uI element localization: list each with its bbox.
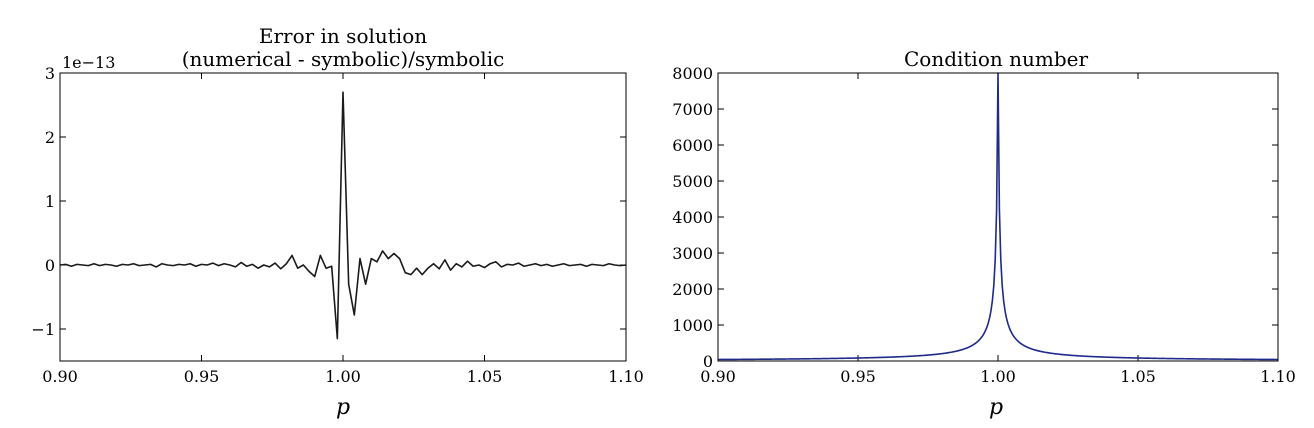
error-chart: Error in solution (numerical - symbolic)… bbox=[31, 24, 643, 420]
error-chart-offset-label: 1e−13 bbox=[62, 53, 115, 72]
error-chart-ytick-label: 2 bbox=[45, 128, 55, 147]
error-chart-title: Error in solution bbox=[259, 24, 427, 48]
condition-chart-ytick-label: 5000 bbox=[672, 172, 713, 191]
condition-chart-xtick-label: 1.05 bbox=[1120, 367, 1156, 386]
error-chart-xtick-label: 0.90 bbox=[42, 367, 78, 386]
condition-chart-xtick-label: 0.90 bbox=[700, 367, 736, 386]
error-chart-xlabel: p bbox=[336, 395, 350, 420]
error-chart-ytick-label: −1 bbox=[31, 320, 55, 339]
condition-chart-ytick-label: 7000 bbox=[672, 100, 713, 119]
condition-chart-ytick-label: 8000 bbox=[672, 64, 713, 83]
condition-chart-frame bbox=[717, 72, 1279, 362]
condition-chart-xtick-label: 0.95 bbox=[840, 367, 876, 386]
error-chart-frame bbox=[59, 72, 627, 362]
condition-chart-ytick-label: 2000 bbox=[672, 280, 713, 299]
condition-chart-ytick-label: 4000 bbox=[672, 208, 713, 227]
condition-chart-xtick-label: 1.00 bbox=[980, 367, 1016, 386]
error-chart-subtitle: (numerical - symbolic)/symbolic bbox=[182, 47, 505, 71]
condition-chart-ytick-label: 1000 bbox=[672, 316, 713, 335]
condition-chart-ytick-label: 6000 bbox=[672, 136, 713, 155]
condition-series-line bbox=[717, 72, 1279, 361]
error-chart-ytick-label: 3 bbox=[45, 64, 55, 83]
condition-chart-title: Condition number bbox=[904, 47, 1089, 71]
error-chart-xtick-label: 1.10 bbox=[608, 367, 644, 386]
condition-chart-xlabel: p bbox=[989, 395, 1003, 420]
error-chart-ytick-label: 1 bbox=[45, 192, 55, 211]
condition-chart: Condition number 0.90 0.95 1.00 1.05 1.10 0 10… bbox=[672, 47, 1296, 420]
error-series-line bbox=[59, 91, 627, 340]
condition-chart-xtick-label: 1.10 bbox=[1260, 367, 1296, 386]
condition-chart-ytick-label: 3000 bbox=[672, 244, 713, 263]
error-chart-xtick-label: 1.05 bbox=[467, 367, 503, 386]
error-chart-ytick-label: 0 bbox=[45, 256, 55, 275]
error-chart-xtick-label: 0.95 bbox=[184, 367, 220, 386]
error-chart-xtick-label: 1.00 bbox=[325, 367, 361, 386]
condition-chart-ytick-label: 0 bbox=[703, 352, 713, 371]
